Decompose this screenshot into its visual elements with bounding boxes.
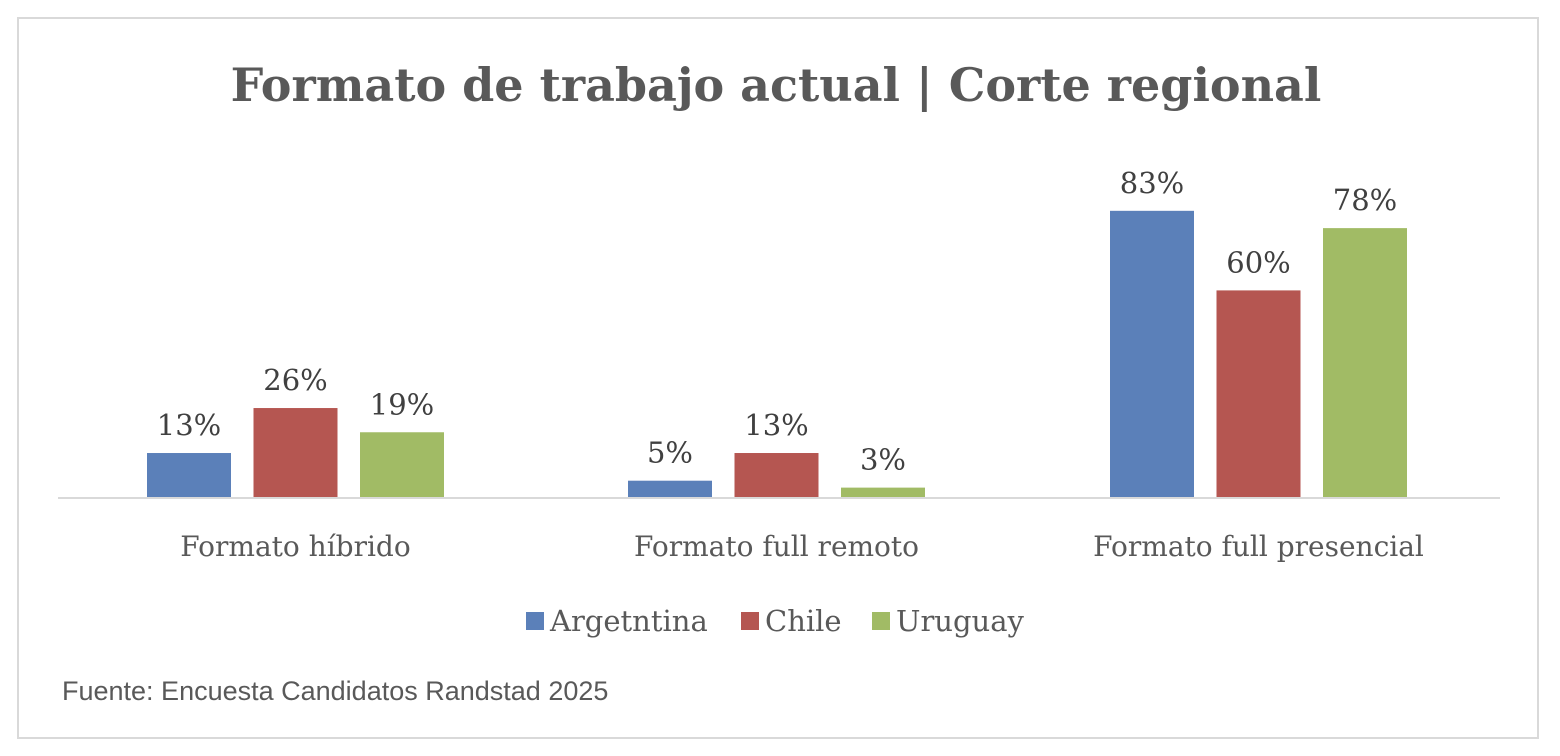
bar-chile-3 <box>1216 290 1301 498</box>
data-label: 5% <box>647 436 693 470</box>
chart-frame <box>17 17 1539 739</box>
chart-title: Formato de trabajo actual | Corte region… <box>231 58 1322 112</box>
data-label: 19% <box>370 387 434 421</box>
data-label: 60% <box>1226 245 1290 279</box>
category-label: Formato híbrido <box>180 530 410 563</box>
bar-argetntina-2 <box>628 480 712 498</box>
category-label: Formato full presencial <box>1093 530 1424 563</box>
bar-chile-2 <box>734 453 819 498</box>
bar-uruguay-1 <box>360 432 444 498</box>
legend-label: Chile <box>765 604 842 638</box>
data-label: 13% <box>157 408 221 442</box>
source-note: Fuente: Encuesta Candidatos Randstad 202… <box>62 676 608 706</box>
legend-label: Argetntina <box>549 604 708 638</box>
legend-swatch <box>872 612 890 630</box>
bar-uruguay-3 <box>1323 228 1407 498</box>
bar-uruguay-2 <box>841 487 925 498</box>
data-label: 3% <box>860 443 906 477</box>
data-label: 83% <box>1120 166 1184 200</box>
legend-swatch <box>741 612 759 630</box>
bar-argetntina-1 <box>147 453 231 498</box>
legend-swatch <box>526 612 544 630</box>
data-label: 26% <box>263 363 327 397</box>
bar-chile-1 <box>253 408 338 498</box>
data-label: 78% <box>1333 183 1397 217</box>
bar-argetntina-3 <box>1110 210 1194 498</box>
legend-label: Uruguay <box>896 604 1025 638</box>
data-label: 13% <box>744 408 808 442</box>
category-label: Formato full remoto <box>634 530 919 563</box>
